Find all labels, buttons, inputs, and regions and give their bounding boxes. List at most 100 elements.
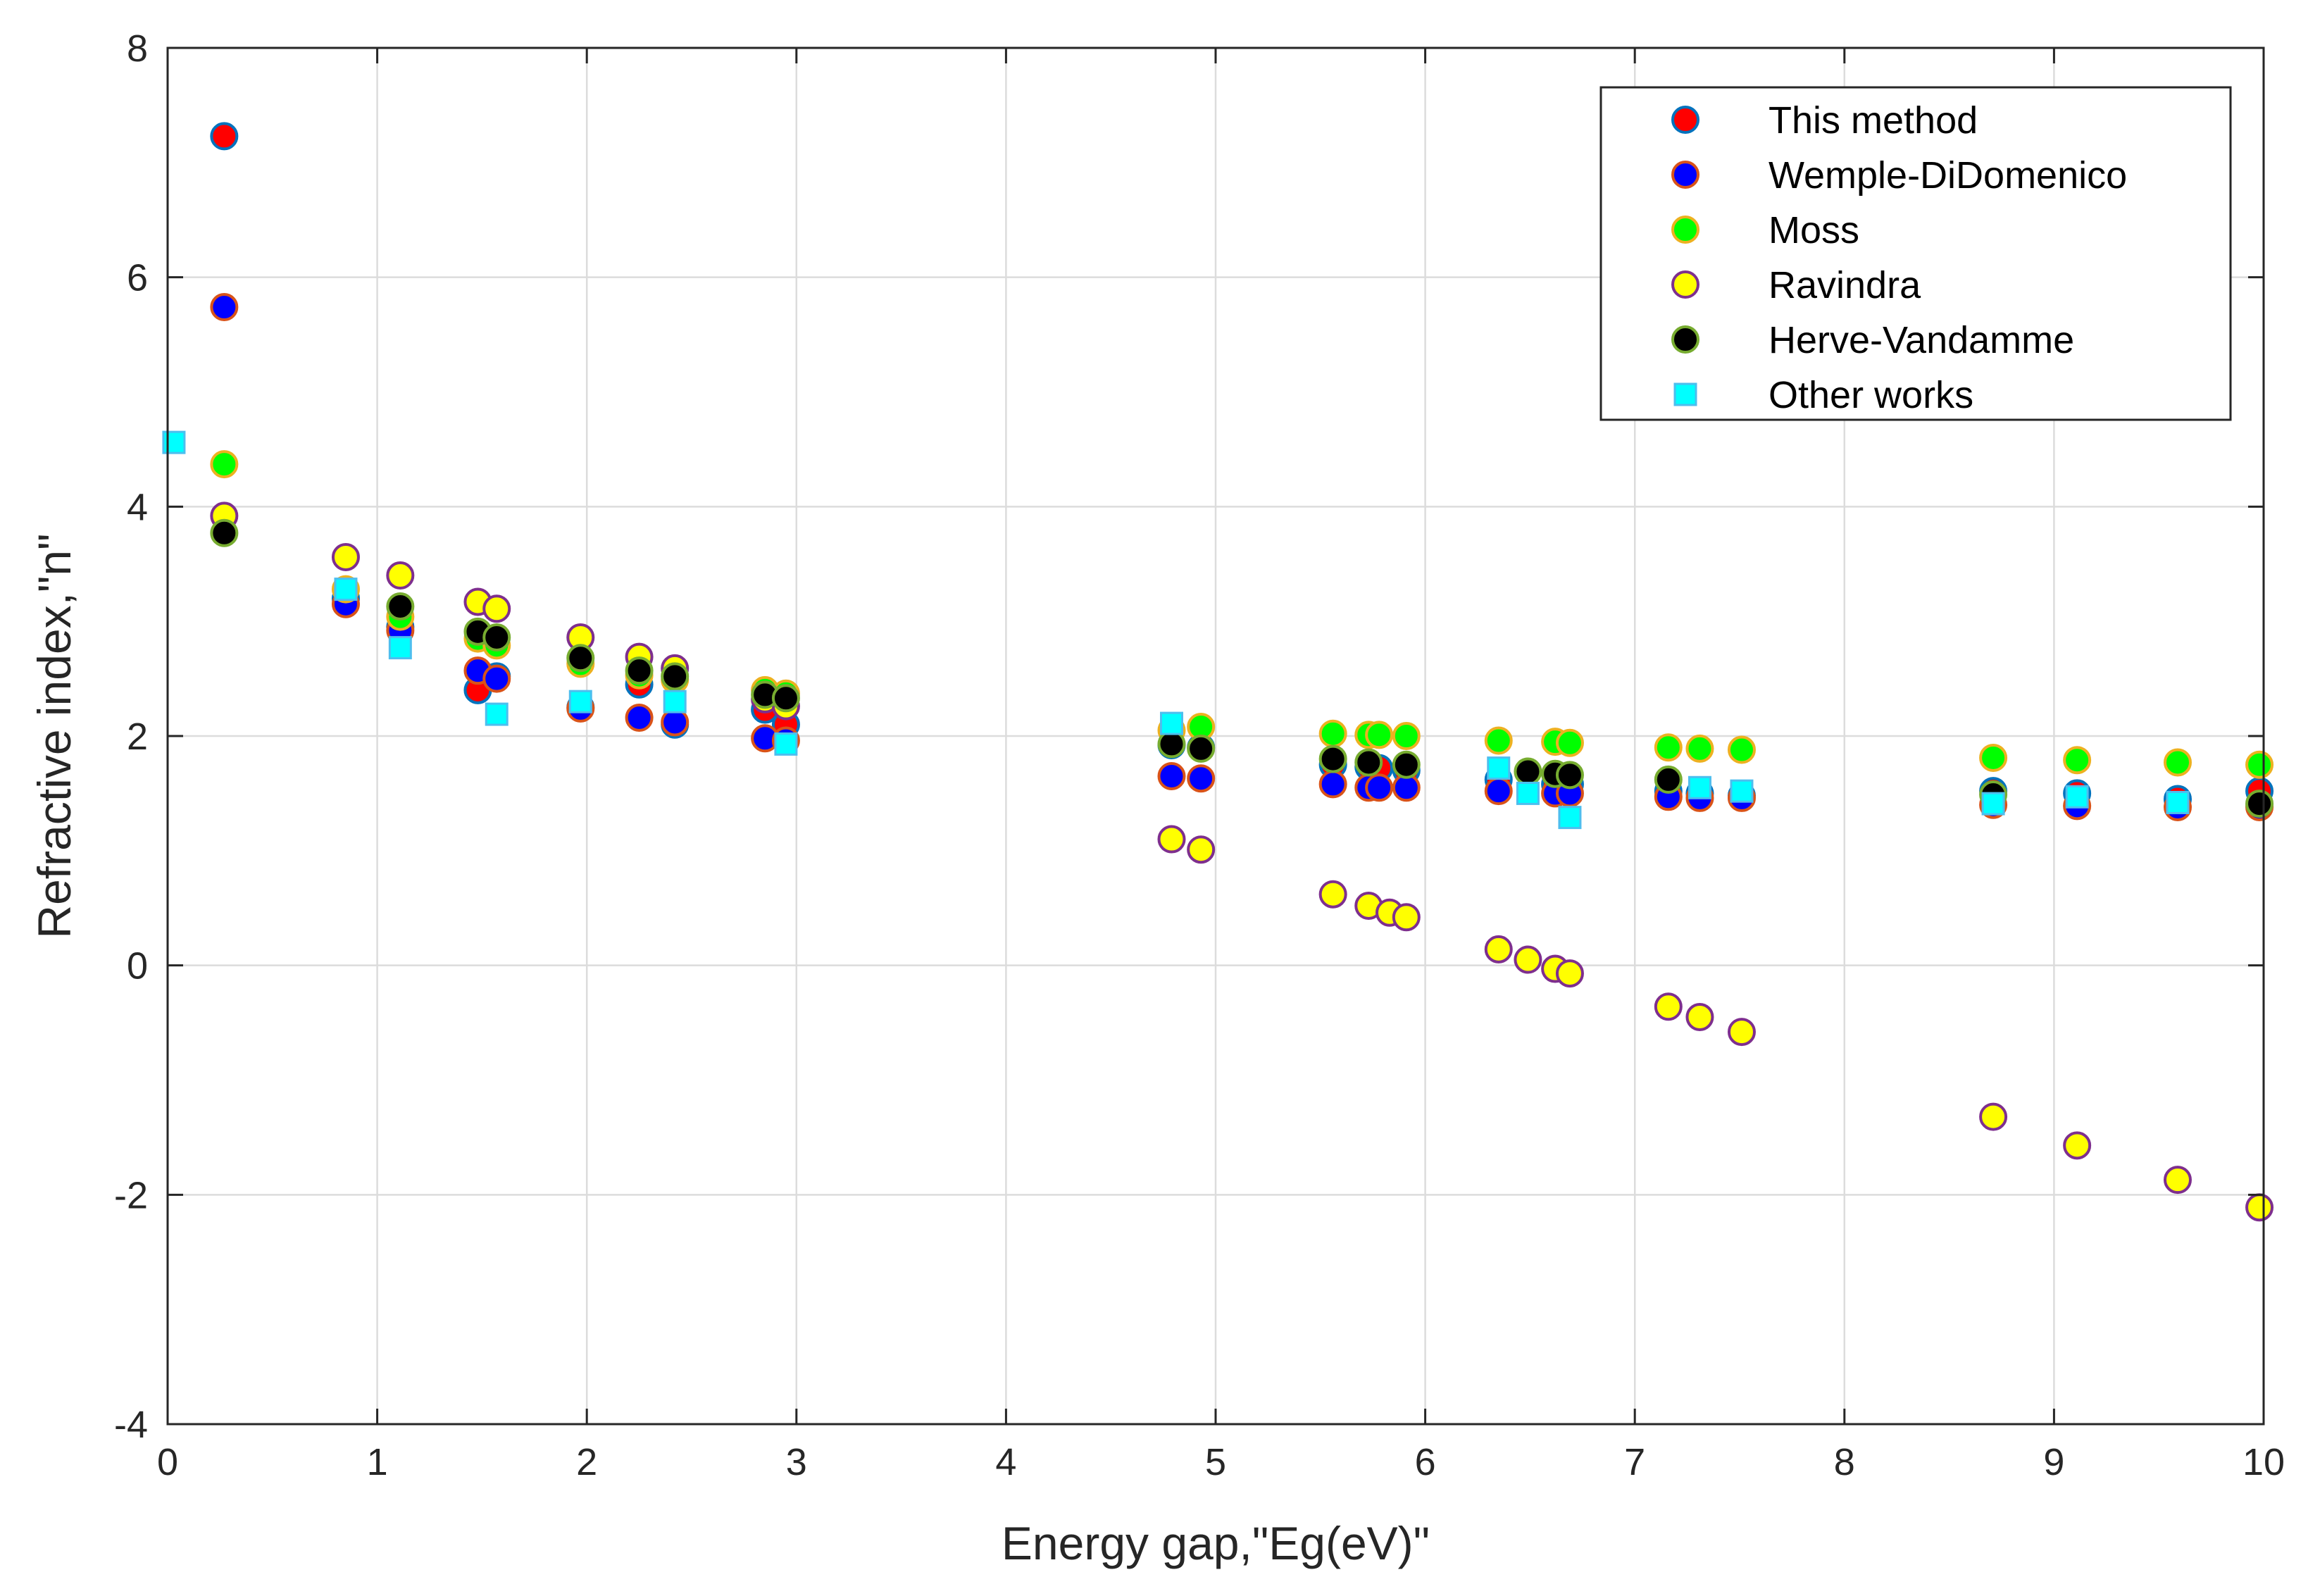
series-5-point bbox=[663, 690, 687, 713]
series-1-point bbox=[1484, 777, 1513, 806]
series-0-point bbox=[210, 122, 239, 151]
series-3-point bbox=[1727, 1018, 1756, 1047]
legend-marker bbox=[1671, 161, 1699, 189]
y-tick-label: 8 bbox=[127, 27, 148, 70]
x-tick-label: 9 bbox=[2043, 1441, 2064, 1483]
legend-label: Ravindra bbox=[1769, 264, 1921, 306]
legend-marker bbox=[1671, 216, 1699, 244]
series-1-point bbox=[661, 708, 690, 737]
x-tick-label: 7 bbox=[1624, 1441, 1645, 1483]
series-3-point bbox=[1157, 825, 1186, 854]
series-3-point bbox=[482, 594, 511, 623]
series-5-point bbox=[162, 430, 186, 454]
legend: This method Wemple-DiDomenico Moss Ravindra… bbox=[1599, 86, 2232, 421]
series-3-point bbox=[331, 542, 360, 571]
series-2-point bbox=[1685, 734, 1714, 763]
y-tick-label: -2 bbox=[114, 1174, 148, 1216]
x-tick-label: 0 bbox=[157, 1441, 178, 1483]
series-5-point bbox=[2065, 785, 2089, 809]
x-tick-label: 1 bbox=[367, 1441, 388, 1483]
series-4-point bbox=[661, 662, 690, 691]
x-tick-label: 6 bbox=[1415, 1441, 1436, 1483]
series-2-point bbox=[1654, 733, 1683, 762]
series-1-points bbox=[210, 293, 2274, 821]
y-tick-label: 4 bbox=[127, 486, 148, 528]
legend-marker bbox=[1671, 106, 1699, 134]
series-1-point bbox=[625, 703, 654, 732]
series-4-point bbox=[1392, 750, 1421, 779]
y-tick-label: 6 bbox=[127, 257, 148, 299]
series-2-point bbox=[1365, 721, 1394, 749]
y-tick-label: -4 bbox=[114, 1404, 148, 1446]
series-4-point bbox=[2245, 790, 2274, 818]
series-5-point bbox=[1981, 792, 2005, 816]
series-2-point bbox=[210, 450, 239, 479]
series-3-point bbox=[1514, 945, 1542, 974]
legend-box bbox=[1599, 86, 2232, 421]
series-5-point bbox=[568, 690, 592, 713]
series-2-point bbox=[1555, 728, 1584, 757]
series-2-point bbox=[1727, 735, 1756, 764]
series-2-point bbox=[1979, 743, 2008, 772]
series-3-point bbox=[2245, 1193, 2274, 1222]
series-3-point bbox=[1979, 1102, 2008, 1131]
series-4-point bbox=[1187, 734, 1216, 763]
series-2-point bbox=[2163, 748, 2192, 777]
y-tick-label: 2 bbox=[127, 716, 148, 758]
legend-marker bbox=[1671, 270, 1699, 299]
series-5-point bbox=[1487, 756, 1511, 780]
series-4-point bbox=[210, 518, 239, 547]
series-3-point bbox=[1555, 959, 1584, 988]
series-4-point bbox=[771, 684, 800, 713]
series-4-point bbox=[482, 623, 511, 652]
y-tick-label: 0 bbox=[127, 945, 148, 987]
series-3-point bbox=[1484, 935, 1513, 964]
series-4-point bbox=[566, 644, 595, 673]
series-1-point bbox=[482, 664, 511, 693]
series-5-point bbox=[1730, 779, 1754, 803]
x-tick-label: 2 bbox=[576, 1441, 597, 1483]
series-2-point bbox=[1484, 726, 1513, 755]
legend-marker bbox=[1671, 325, 1699, 354]
series-2-point bbox=[2245, 750, 2274, 779]
series-4-point bbox=[1318, 744, 1347, 773]
series-5-point bbox=[334, 578, 358, 601]
x-tick-label: 3 bbox=[786, 1441, 807, 1483]
series-5-point bbox=[774, 732, 798, 756]
series-1-point bbox=[1365, 773, 1394, 802]
x-tick-label: 8 bbox=[1834, 1441, 1855, 1483]
series-3-point bbox=[1392, 903, 1421, 932]
legend-marker bbox=[1673, 382, 1697, 406]
series-5-point bbox=[1160, 711, 1184, 735]
series-3-point bbox=[1318, 880, 1347, 909]
series-1-point bbox=[1157, 761, 1186, 790]
series-4-point bbox=[1654, 765, 1683, 794]
series-4-point bbox=[1514, 757, 1542, 786]
series-3-point bbox=[1654, 992, 1683, 1021]
series-3-point bbox=[1187, 835, 1216, 864]
legend-label: This method bbox=[1769, 99, 1978, 142]
series-4-point bbox=[1157, 730, 1186, 759]
series-3-point bbox=[2063, 1131, 2092, 1160]
series-2-point bbox=[1392, 722, 1421, 750]
legend-label: Wemple-DiDomenico bbox=[1769, 154, 2127, 197]
series-2-point bbox=[1318, 719, 1347, 748]
series-5-points bbox=[162, 430, 2190, 830]
x-axis-title: Energy gap,"Eg(eV)" bbox=[1002, 1517, 1430, 1569]
axis-ticks: 0 1 2 3 4 5 6 7 8 9 10 -4 -2 0 2 4 6 8 bbox=[114, 27, 2285, 1483]
y-axis-title: Refractive index,"n" bbox=[28, 533, 80, 938]
x-tick-label: 5 bbox=[1205, 1441, 1226, 1483]
series-3-point bbox=[386, 561, 415, 590]
series-1-point bbox=[210, 293, 239, 322]
legend-label: Moss bbox=[1769, 209, 1859, 251]
data-points bbox=[162, 122, 2274, 1222]
x-tick-label: 4 bbox=[995, 1441, 1016, 1483]
x-tick-label: 10 bbox=[2242, 1441, 2285, 1483]
legend-label: Other works bbox=[1769, 374, 1973, 416]
series-4-point bbox=[1555, 761, 1584, 790]
series-5-point bbox=[2166, 790, 2190, 814]
series-2-point bbox=[2063, 746, 2092, 775]
series-4-point bbox=[625, 656, 654, 685]
series-5-point bbox=[485, 702, 509, 726]
